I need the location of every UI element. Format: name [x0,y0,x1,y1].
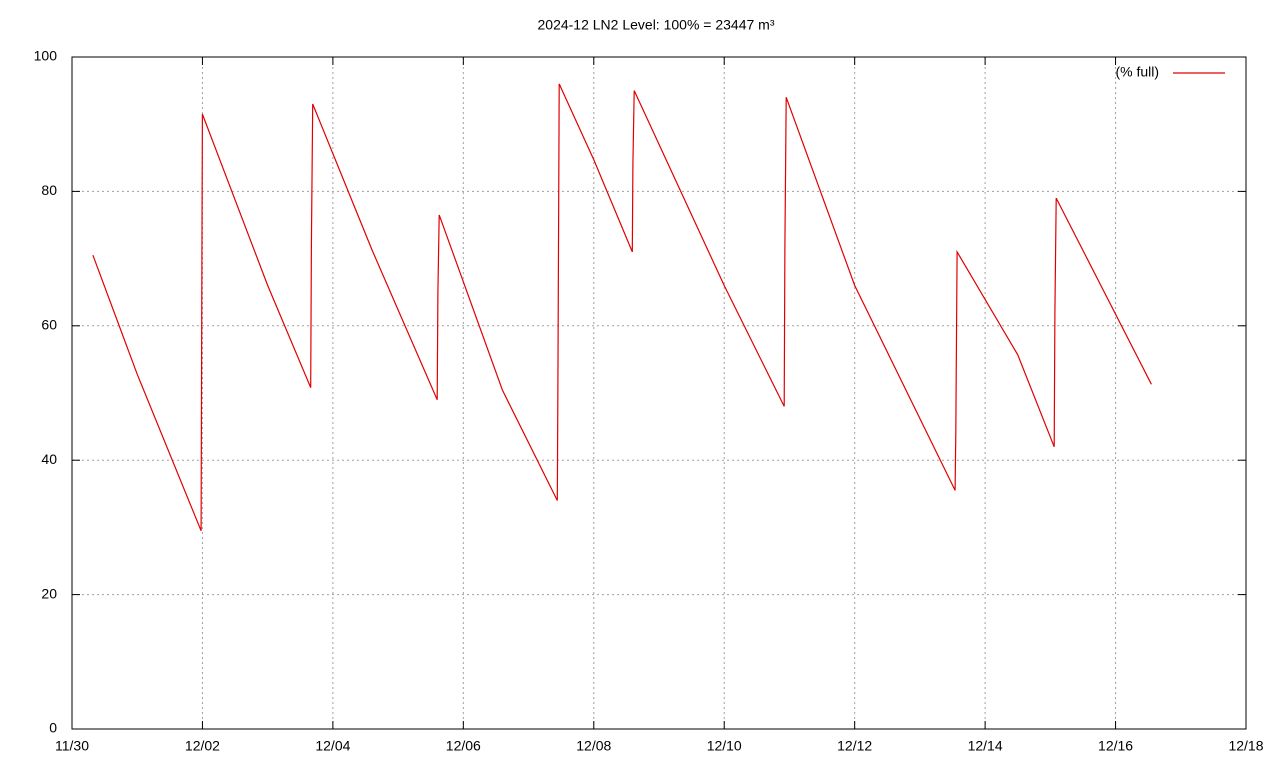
x-tick-label: 12/04 [315,738,350,754]
y-tick-label: 0 [49,720,57,736]
x-tick-label: 12/16 [1098,738,1133,754]
x-tick-label: 12/08 [576,738,611,754]
x-tick-label: 12/18 [1228,738,1263,754]
y-tick-label: 100 [34,48,58,64]
x-tick-label: 12/06 [446,738,481,754]
legend-label: (% full) [1115,64,1159,80]
y-tick-label: 60 [41,317,57,333]
chart-title: 2024-12 LN2 Level: 100% = 23447 m³ [538,17,775,33]
x-tick-label: 12/14 [968,738,1003,754]
data-line [92,83,1152,532]
y-tick-label: 40 [41,451,57,467]
y-tick-label: 80 [41,182,57,198]
x-tick-label: 11/30 [55,738,89,754]
plot-border [71,56,1247,730]
x-tick-label: 12/02 [185,738,220,754]
y-tick-label: 20 [41,585,57,601]
x-tick-label: 12/12 [837,738,872,754]
x-tick-label: 12/10 [707,738,742,754]
